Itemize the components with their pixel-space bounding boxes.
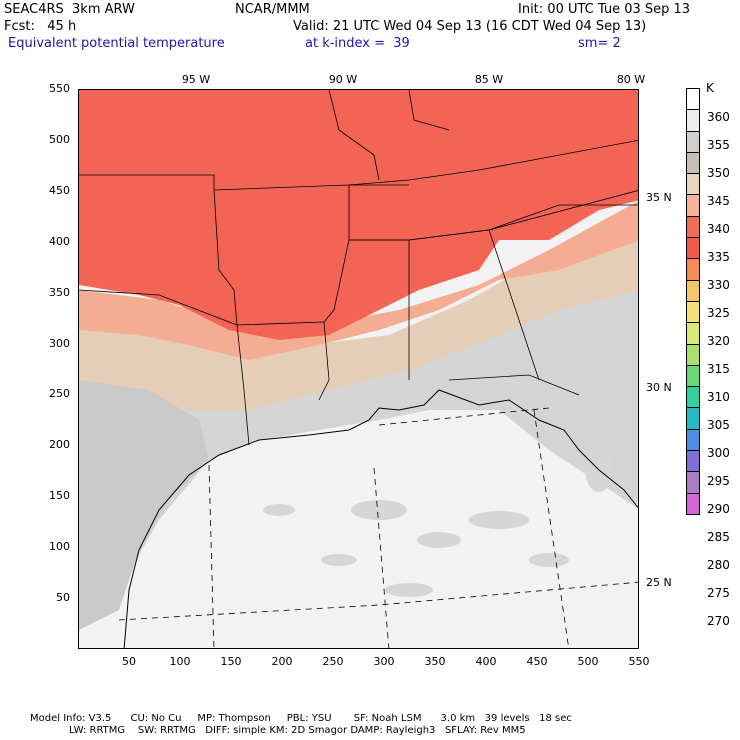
y-tick-label: 100	[49, 540, 70, 554]
x-tick-label: 550	[628, 655, 650, 668]
y-tick-label: 550	[49, 82, 70, 95]
lat-label-35n: 35 N	[646, 191, 672, 204]
colorbar-label: 325	[707, 306, 730, 320]
colorbar-cell	[686, 237, 700, 260]
x-tick-label: 250	[322, 655, 344, 668]
coastline	[123, 389, 638, 648]
y-tick-label: 450	[49, 183, 70, 197]
colorbar-label: 340	[707, 222, 730, 236]
x-tick-label: 300	[373, 655, 395, 668]
colorbar-cell	[686, 151, 700, 175]
map-plot	[78, 89, 639, 649]
model-info-line1: Model Info: V3.5 CU: No Cu MP: Thompson …	[30, 713, 572, 724]
colorbar-cell	[686, 300, 700, 324]
level-label: at k-index = 39	[305, 36, 410, 51]
colorbar-cell	[686, 258, 700, 281]
band-330	[79, 90, 638, 340]
colorbar-label: 305	[707, 418, 730, 432]
colorbar-label: 345	[707, 194, 730, 208]
colorbar-label: 270	[707, 614, 730, 628]
colorbar-unit: K	[706, 81, 714, 95]
y-tick-label: 400	[49, 234, 70, 248]
colorbar-cell	[686, 471, 700, 494]
gulf-specks	[263, 448, 613, 597]
x-tick-label: 400	[475, 655, 497, 668]
colorbar-label: 360	[707, 110, 730, 124]
forecast-hour: Fcst: 45 h	[4, 19, 77, 34]
colorbar-cell	[686, 109, 700, 132]
band-340	[79, 230, 638, 410]
x-tick-label: 50	[122, 655, 136, 668]
y-tick-label: 150	[49, 489, 70, 503]
colorbar-label: 295	[707, 474, 730, 488]
x-tick-label: 500	[577, 655, 599, 668]
colorbar-cell	[686, 450, 700, 473]
colorbar-cell	[686, 130, 700, 153]
lon-label-95w: 95 W	[181, 73, 211, 86]
theta-e-field	[79, 90, 638, 648]
colorbar-cell	[686, 173, 700, 196]
lon-label-85w: 85 W	[474, 73, 504, 86]
model-title: SEAC4RS 3km ARW	[4, 2, 135, 17]
west-land	[79, 380, 209, 630]
model-info-line2: LW: RRTMG SW: RRTMG DIFF: simple KM: 2D …	[69, 725, 526, 736]
x-tick-label: 200	[271, 655, 293, 668]
y-tick-label: 250	[49, 387, 70, 401]
colorbar-cell	[686, 194, 700, 217]
y-tick-label: 300	[49, 336, 70, 350]
colorbar-label: 275	[707, 586, 730, 600]
colorbar	[686, 88, 700, 515]
lat-label-30n: 30 N	[646, 381, 672, 394]
y-tick-label: 500	[49, 132, 70, 146]
colorbar-label: 320	[707, 334, 730, 348]
y-tick-label: 200	[49, 438, 70, 452]
colorbar-cell	[686, 343, 700, 366]
colorbar-cell	[686, 215, 700, 239]
state-borders	[79, 90, 638, 446]
colorbar-cell	[686, 88, 700, 111]
colorbar-label: 280	[707, 558, 730, 572]
lon-label-90w: 90 W	[328, 73, 358, 86]
colorbar-label: 285	[707, 530, 730, 544]
colorbar-cell	[686, 428, 700, 452]
colorbar-label: 290	[707, 502, 730, 516]
x-tick-label: 450	[526, 655, 548, 668]
colorbar-label: 355	[707, 138, 730, 152]
valid-time: Valid: 21 UTC Wed 04 Sep 13 (16 CDT Wed …	[293, 19, 647, 34]
field-name: Equivalent potential temperature	[8, 36, 225, 51]
colorbar-label: 330	[707, 278, 730, 292]
y-tick-label: 50	[56, 591, 70, 605]
x-tick-label: 100	[169, 655, 191, 668]
smoothing-label: sm= 2	[578, 36, 621, 51]
colorbar-cell	[686, 279, 700, 302]
colorbar-label: 335	[707, 250, 730, 264]
init-time: Init: 00 UTC Tue 03 Sep 13	[518, 2, 691, 17]
colorbar-label: 315	[707, 362, 730, 376]
lon-label-80w: 80 W	[616, 73, 646, 86]
colorbar-label: 310	[707, 390, 730, 404]
y-tick-label: 350	[49, 285, 70, 299]
colorbar-cell	[686, 364, 700, 388]
colorbar-label: 350	[707, 166, 730, 180]
x-tick-label: 350	[424, 655, 446, 668]
latlon-grid	[118, 407, 638, 648]
colorbar-label: 300	[707, 446, 730, 460]
institution-label: NCAR/MMM	[235, 2, 310, 17]
colorbar-cell	[686, 386, 700, 409]
colorbar-cell	[686, 322, 700, 345]
band-345	[79, 270, 638, 610]
x-tick-label: 150	[220, 655, 242, 668]
colorbar-cell	[686, 492, 700, 515]
colorbar-cell	[686, 407, 700, 430]
lat-label-25n: 25 N	[646, 576, 672, 589]
